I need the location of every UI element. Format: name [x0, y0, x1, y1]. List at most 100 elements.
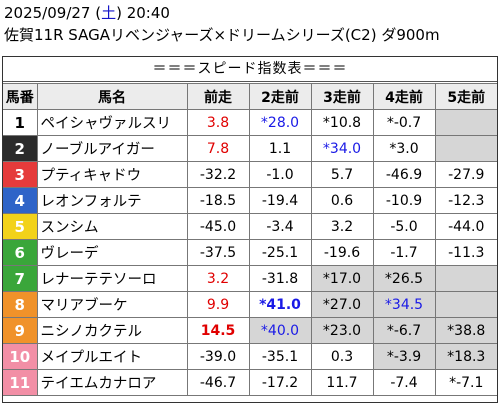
horse-name: プティキャドウ — [36, 161, 188, 188]
horse-name: ノーブルアイガー — [36, 135, 188, 162]
horse-number: 6 — [3, 239, 38, 266]
speed-index-3back: 3.2 — [310, 213, 374, 240]
speed-index-2back: -35.1 — [248, 343, 312, 370]
speed-index-2back: -31.8 — [248, 265, 312, 292]
speed-index-3back: -19.6 — [310, 239, 374, 266]
speed-index-last: -45.0 — [186, 213, 250, 240]
horse-number: 10 — [3, 343, 38, 370]
col-header-3back: 3走前 — [310, 83, 374, 110]
speed-index-5back: *38.8 — [434, 317, 497, 344]
horse-name: マリアブーケ — [36, 291, 188, 318]
speed-index-panel: ＝＝＝スピード指数表＝＝＝ 馬番 馬名 前走 2走前 3走前 4走前 5走前 1… — [2, 56, 498, 403]
speed-index-last: -18.5 — [186, 187, 250, 214]
speed-index-last: -39.0 — [186, 343, 250, 370]
speed-index-last: 3.2 — [186, 265, 250, 292]
speed-index-table: 馬番 馬名 前走 2走前 3走前 4走前 5走前 1 ペイシャヴァルスリ 3.8 *2… — [3, 83, 497, 396]
table-row: 3 プティキャドウ -32.2 -1.0 5.7 -46.9 -27.9 — [3, 161, 497, 188]
speed-index-5back — [434, 291, 497, 318]
horse-number: 1 — [3, 109, 38, 136]
horse-number: 2 — [3, 135, 38, 162]
speed-index-5back: *18.3 — [434, 343, 497, 370]
table-row: 10 メイプルエイト -39.0 -35.1 0.3 *-3.9 *18.3 — [3, 343, 497, 370]
speed-index-3back: 0.6 — [310, 187, 374, 214]
speed-index-3back: *27.0 — [310, 291, 374, 318]
speed-index-last: -37.5 — [186, 239, 250, 266]
speed-index-4back: -10.9 — [372, 187, 436, 214]
col-header-number: 馬番 — [3, 83, 38, 110]
table-row: 4 レオンフォルテ -18.5 -19.4 0.6 -10.9 -12.3 — [3, 187, 497, 214]
speed-index-4back: -5.0 — [372, 213, 436, 240]
horse-name: メイプルエイト — [36, 343, 188, 370]
horse-name: ニシノカクテル — [36, 317, 188, 344]
table-row: 6 ヴレーデ -37.5 -25.1 -19.6 -1.7 -11.3 — [3, 239, 497, 266]
speed-index-last: 9.9 — [186, 291, 250, 318]
col-header-5back: 5走前 — [434, 83, 497, 110]
speed-index-4back: *26.5 — [372, 265, 436, 292]
speed-index-last: 7.8 — [186, 135, 250, 162]
horse-number: 11 — [3, 369, 38, 396]
horse-name: ヴレーデ — [36, 239, 188, 266]
horse-name: テイエムカナロア — [36, 369, 188, 396]
col-header-2back: 2走前 — [248, 83, 312, 110]
speed-index-3back: *17.0 — [310, 265, 374, 292]
speed-index-3back: *10.8 — [310, 109, 374, 136]
header-row: 馬番 馬名 前走 2走前 3走前 4走前 5走前 — [3, 83, 497, 110]
speed-index-last: 3.8 — [186, 109, 250, 136]
horse-number: 7 — [3, 265, 38, 292]
speed-index-5back: -11.3 — [434, 239, 497, 266]
horse-number: 5 — [3, 213, 38, 240]
panel-banner: ＝＝＝スピード指数表＝＝＝ — [3, 57, 497, 82]
speed-index-4back: -1.7 — [372, 239, 436, 266]
horse-name: ペイシャヴァルスリ — [36, 109, 188, 136]
speed-index-3back: 0.3 — [310, 343, 374, 370]
speed-index-3back: *23.0 — [310, 317, 374, 344]
speed-index-4back: *3.0 — [372, 135, 436, 162]
table-row: 1 ペイシャヴァルスリ 3.8 *28.0 *10.8 *-0.7 — [3, 109, 497, 136]
speed-index-last: 14.5 — [186, 317, 250, 344]
col-header-4back: 4走前 — [372, 83, 436, 110]
speed-index-4back: *-6.7 — [372, 317, 436, 344]
speed-index-4back: *-0.7 — [372, 109, 436, 136]
speed-index-2back: *28.0 — [248, 109, 312, 136]
race-header: 2025/09/27 (土) 20:40 佐賀11R SAGAリベンジャーズ×ド… — [4, 2, 498, 46]
col-header-last: 前走 — [186, 83, 250, 110]
speed-index-5back: -12.3 — [434, 187, 497, 214]
table-row: 7 レナーテテソーロ 3.2 -31.8 *17.0 *26.5 — [3, 265, 497, 292]
horse-number: 3 — [3, 161, 38, 188]
race-title: 佐賀11R SAGAリベンジャーズ×ドリームシリーズ(C2) ダ900m — [4, 26, 440, 44]
horse-number: 4 — [3, 187, 38, 214]
speed-index-last: -46.7 — [186, 369, 250, 396]
speed-index-2back: -17.2 — [248, 369, 312, 396]
table-row: 8 マリアブーケ 9.9 *41.0 *27.0 *34.5 — [3, 291, 497, 318]
speed-index-2back: 1.1 — [248, 135, 312, 162]
horse-number: 8 — [3, 291, 38, 318]
speed-index-3back: *34.0 — [310, 135, 374, 162]
table-body: 1 ペイシャヴァルスリ 3.8 *28.0 *10.8 *-0.7 2 ノーブルアイガー 7.8… — [3, 109, 497, 396]
speed-index-5back — [434, 109, 497, 136]
date-suffix: ) 20:40 — [116, 4, 170, 22]
horse-name: スンシム — [36, 213, 188, 240]
horse-number: 9 — [3, 317, 38, 344]
speed-index-2back: *40.0 — [248, 317, 312, 344]
speed-index-4back: *-3.9 — [372, 343, 436, 370]
speed-index-2back: -3.4 — [248, 213, 312, 240]
speed-index-4back: *34.5 — [372, 291, 436, 318]
speed-index-4back: -7.4 — [372, 369, 436, 396]
table-row: 9 ニシノカクテル 14.5 *40.0 *23.0 *-6.7 *38.8 — [3, 317, 497, 344]
table-row: 5 スンシム -45.0 -3.4 3.2 -5.0 -44.0 — [3, 213, 497, 240]
weekday: 土 — [101, 4, 117, 22]
speed-index-last: -32.2 — [186, 161, 250, 188]
speed-index-5back — [434, 265, 497, 292]
col-header-name: 馬名 — [36, 83, 188, 110]
table-row: 2 ノーブルアイガー 7.8 1.1 *34.0 *3.0 — [3, 135, 497, 162]
speed-index-3back: 5.7 — [310, 161, 374, 188]
datetime-line: 2025/09/27 (土) 20:40 — [4, 2, 498, 24]
table-row: 11 テイエムカナロア -46.7 -17.2 11.7 -7.4 *-7.1 — [3, 369, 497, 396]
speed-index-2back: -19.4 — [248, 187, 312, 214]
date-prefix: 2025/09/27 ( — [4, 4, 102, 22]
speed-index-4back: -46.9 — [372, 161, 436, 188]
speed-index-2back: *41.0 — [248, 291, 312, 318]
speed-index-2back: -1.0 — [248, 161, 312, 188]
speed-index-5back: -27.9 — [434, 161, 497, 188]
horse-name: レナーテテソーロ — [36, 265, 188, 292]
